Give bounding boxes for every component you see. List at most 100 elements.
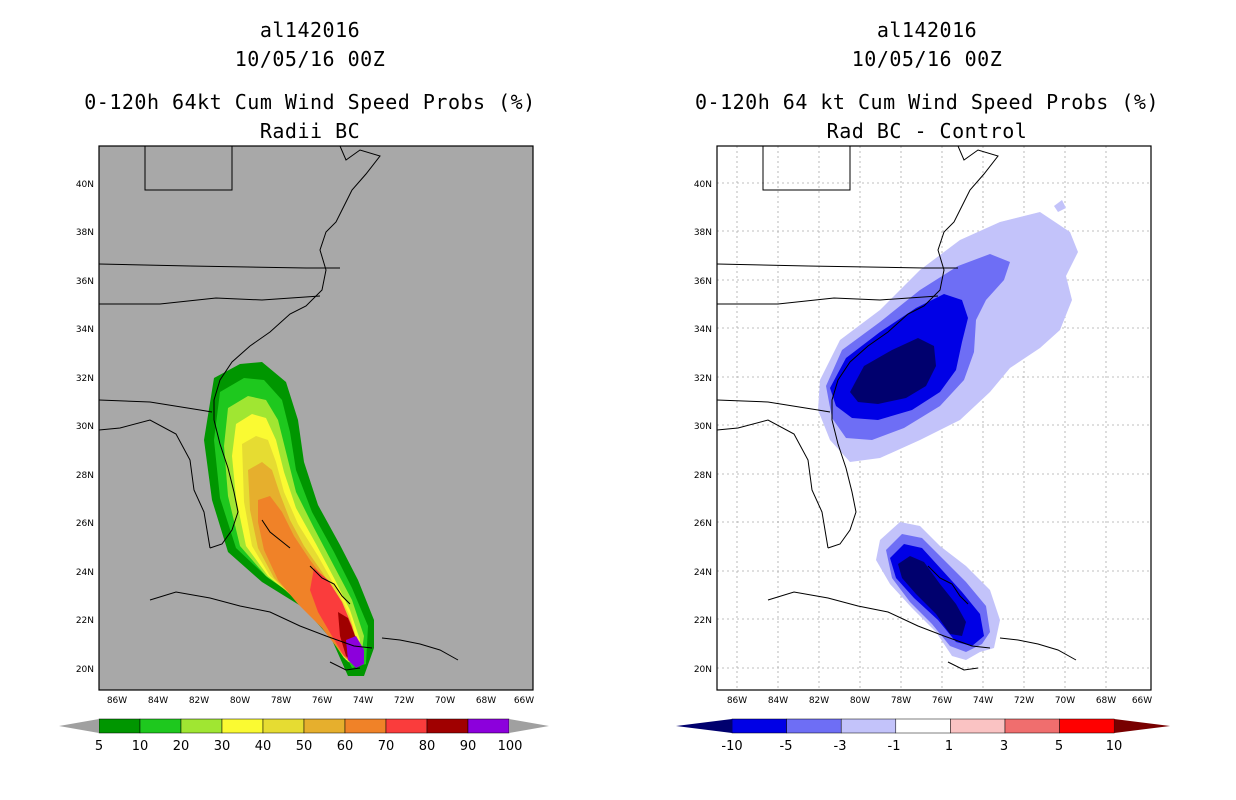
right-map: 40N 38N 36N 34N 32N 30N 28N 26N 24N 22N … — [676, 145, 1171, 754]
colorbar-swatch — [840, 718, 897, 734]
lon-label: 76W — [932, 696, 952, 706]
colorbar-label: -3 — [834, 739, 847, 754]
right-coastlines — [717, 146, 1077, 671]
left-datetime: 10/05/16 00Z — [234, 47, 386, 71]
colorbar-swatch — [385, 718, 428, 734]
colorbar-label: 10 — [1106, 739, 1123, 754]
lat-label: 28N — [76, 471, 94, 481]
right-datetime: 10/05/16 00Z — [851, 47, 1003, 71]
lat-label: 24N — [694, 568, 712, 578]
colorbar-swatch — [426, 718, 469, 734]
lon-label: 78W — [271, 696, 291, 706]
colorbar-high-arrow — [509, 719, 549, 733]
lon-label: 66W — [514, 696, 534, 706]
lat-label: 22N — [694, 616, 712, 626]
colorbar-label: 3 — [1000, 739, 1008, 754]
colorbar-swatch — [98, 718, 141, 734]
left-subtitle-block: 0-120h 64kt Cum Wind Speed Probs (%) Rad… — [0, 88, 620, 146]
lat-label: 30N — [694, 422, 712, 432]
lat-label: 34N — [76, 325, 94, 335]
colorbar-swatch — [731, 718, 787, 734]
lon-label: 72W — [394, 696, 414, 706]
lon-label: 80W — [850, 696, 870, 706]
left-title-block: al142016 10/05/16 00Z — [0, 16, 620, 74]
colorbar-swatch — [1059, 718, 1115, 734]
lat-label: 32N — [694, 374, 712, 384]
colorbar-swatch — [180, 718, 223, 734]
lat-label: 22N — [76, 616, 94, 626]
colorbar-low-arrow — [59, 719, 99, 733]
right-storm-id: al142016 — [876, 18, 978, 42]
colorbar-high-arrow — [1114, 719, 1171, 733]
lat-label: 20N — [694, 665, 712, 675]
lat-label: 38N — [76, 228, 94, 238]
lon-label: 80W — [230, 696, 250, 706]
lat-label: 20N — [76, 665, 94, 675]
colorbar-label: 60 — [337, 739, 354, 754]
colorbar-swatch — [221, 718, 264, 734]
colorbar-label: 5 — [1055, 739, 1063, 754]
lat-label: 26N — [694, 519, 712, 529]
lat-label: 26N — [76, 519, 94, 529]
lon-label: 68W — [476, 696, 496, 706]
left-plot-title: 0-120h 64kt Cum Wind Speed Probs (%) — [84, 90, 536, 114]
colorbar-swatch — [344, 718, 387, 734]
right-lon-axis: 86W 84W 82W 80W 78W 76W 74W 72W 70W 68W … — [727, 696, 1152, 706]
lon-label: 78W — [891, 696, 911, 706]
lon-label: 76W — [312, 696, 332, 706]
right-plot-subtitle: Rad BC - Control — [826, 119, 1028, 143]
lon-label: 84W — [768, 696, 788, 706]
diff-contour-light-north-tip — [1054, 200, 1066, 212]
lon-label: 70W — [1055, 696, 1075, 706]
lat-label: 30N — [76, 422, 94, 432]
colorbar-label: 70 — [378, 739, 395, 754]
left-plot-subtitle: Radii BC — [259, 119, 361, 143]
diff-contour-extreme-north — [850, 338, 936, 404]
lon-label: 82W — [809, 696, 829, 706]
left-colorbar — [59, 718, 549, 734]
colorbar-swatch — [467, 718, 510, 734]
right-title-block: al142016 10/05/16 00Z — [618, 16, 1236, 74]
lat-label: 36N — [76, 277, 94, 287]
left-lat-axis: 40N 38N 36N 34N 32N 30N 28N 26N 24N 22N … — [76, 180, 94, 675]
colorbar-label: 10 — [132, 739, 149, 754]
colorbar-label: 90 — [460, 739, 477, 754]
lon-label: 86W — [107, 696, 127, 706]
right-map-frame — [716, 145, 1152, 691]
colorbar-label: 1 — [945, 739, 953, 754]
colorbar-label: -1 — [888, 739, 901, 754]
colorbar-label: -5 — [780, 739, 793, 754]
lon-label: 74W — [353, 696, 373, 706]
colorbar-label: -10 — [721, 739, 742, 754]
lon-label: 66W — [1132, 696, 1152, 706]
colorbar-low-arrow — [676, 719, 732, 733]
diff-contour-extreme-south — [898, 556, 966, 636]
colorbar-label: 30 — [214, 739, 231, 754]
right-lat-axis: 40N 38N 36N 34N 32N 30N 28N 26N 24N 22N … — [694, 180, 712, 675]
lon-label: 82W — [189, 696, 209, 706]
colorbar-label: 50 — [296, 739, 313, 754]
right-plot-title: 0-120h 64 kt Cum Wind Speed Probs (%) — [694, 90, 1160, 114]
lat-label: 32N — [76, 374, 94, 384]
lon-label: 74W — [973, 696, 993, 706]
right-colorbar — [676, 718, 1171, 734]
left-coastlines — [99, 146, 459, 671]
lat-label: 38N — [694, 228, 712, 238]
colorbar-label: 20 — [173, 739, 190, 754]
colorbar-swatch — [1004, 718, 1060, 734]
colorbar-swatch — [895, 718, 951, 734]
right-colorbar-labels: -10 -5 -3 -1 1 3 5 10 — [721, 739, 1122, 754]
lat-label: 28N — [694, 471, 712, 481]
lon-label: 84W — [148, 696, 168, 706]
colorbar-swatch — [262, 718, 305, 734]
colorbar-label: 80 — [419, 739, 436, 754]
lat-label: 40N — [694, 180, 712, 190]
lat-label: 24N — [76, 568, 94, 578]
left-map-frame — [98, 145, 534, 691]
colorbar-label: 100 — [498, 739, 523, 754]
colorbar-label: 5 — [95, 739, 103, 754]
left-map: 40N 38N 36N 34N 32N 30N 28N 26N 24N 22N … — [59, 145, 549, 754]
lon-label: 68W — [1096, 696, 1116, 706]
prob-contour-90 — [346, 636, 364, 668]
lat-label: 40N — [76, 180, 94, 190]
